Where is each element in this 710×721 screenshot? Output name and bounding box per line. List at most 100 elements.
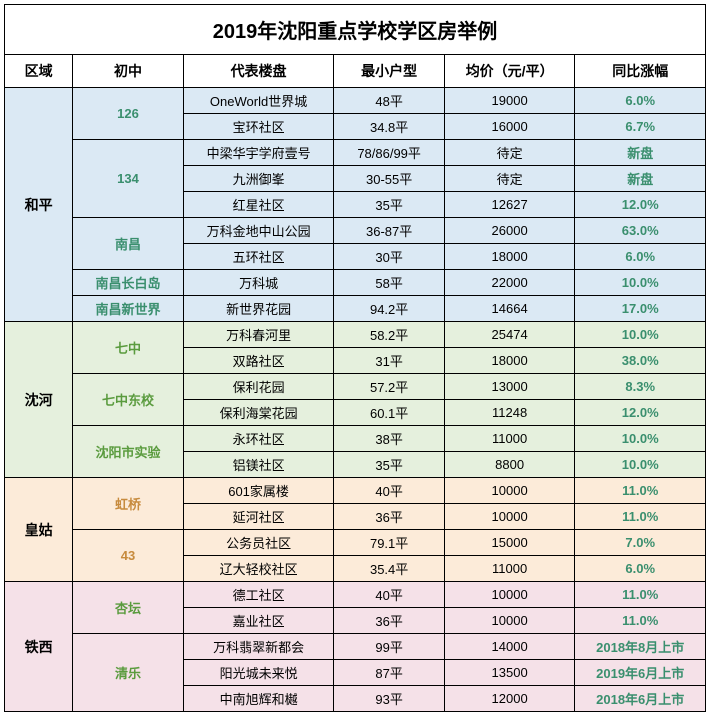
table-row: 沈阳市实验永环社区38平1100010.0%	[5, 426, 706, 452]
table-row: 南昌长白岛万科城58平2200010.0%	[5, 270, 706, 296]
price-cell: 12000	[444, 686, 575, 712]
change-cell: 17.0%	[575, 296, 706, 322]
project-cell: OneWorld世界城	[183, 88, 334, 114]
size-cell: 79.1平	[334, 530, 444, 556]
school-cell: 七中东校	[73, 374, 183, 426]
price-cell: 13500	[444, 660, 575, 686]
change-cell: 2018年6月上市	[575, 686, 706, 712]
price-cell: 19000	[444, 88, 575, 114]
price-cell: 11000	[444, 556, 575, 582]
price-cell: 14000	[444, 634, 575, 660]
size-cell: 35平	[334, 192, 444, 218]
price-cell: 10000	[444, 478, 575, 504]
table-title: 2019年沈阳重点学校学区房举例	[4, 4, 706, 54]
change-cell: 7.0%	[575, 530, 706, 556]
change-cell: 63.0%	[575, 218, 706, 244]
size-cell: 34.8平	[334, 114, 444, 140]
price-cell: 待定	[444, 140, 575, 166]
header-price: 均价（元/平）	[444, 55, 575, 88]
table-row: 和平126OneWorld世界城48平190006.0%	[5, 88, 706, 114]
project-cell: 德工社区	[183, 582, 334, 608]
size-cell: 30-55平	[334, 166, 444, 192]
school-cell: 134	[73, 140, 183, 218]
project-cell: 延河社区	[183, 504, 334, 530]
project-cell: 保利海棠花园	[183, 400, 334, 426]
table-row: 南昌新世界新世界花园94.2平1466417.0%	[5, 296, 706, 322]
change-cell: 10.0%	[575, 322, 706, 348]
change-cell: 新盘	[575, 140, 706, 166]
size-cell: 36-87平	[334, 218, 444, 244]
change-cell: 8.3%	[575, 374, 706, 400]
size-cell: 93平	[334, 686, 444, 712]
school-cell: 南昌	[73, 218, 183, 270]
price-cell: 25474	[444, 322, 575, 348]
price-cell: 待定	[444, 166, 575, 192]
project-cell: 嘉业社区	[183, 608, 334, 634]
header-district: 区域	[5, 55, 73, 88]
table-row: 沈河七中万科春河里58.2平2547410.0%	[5, 322, 706, 348]
table-row: 七中东校保利花园57.2平130008.3%	[5, 374, 706, 400]
project-cell: 双路社区	[183, 348, 334, 374]
table-row: 134中梁华宇学府壹号78/86/99平待定新盘	[5, 140, 706, 166]
change-cell: 2019年6月上市	[575, 660, 706, 686]
project-cell: 中梁华宇学府壹号	[183, 140, 334, 166]
change-cell: 6.7%	[575, 114, 706, 140]
school-cell: 沈阳市实验	[73, 426, 183, 478]
size-cell: 78/86/99平	[334, 140, 444, 166]
change-cell: 12.0%	[575, 192, 706, 218]
project-cell: 万科城	[183, 270, 334, 296]
price-cell: 15000	[444, 530, 575, 556]
size-cell: 35.4平	[334, 556, 444, 582]
price-cell: 10000	[444, 582, 575, 608]
change-cell: 6.0%	[575, 88, 706, 114]
size-cell: 31平	[334, 348, 444, 374]
size-cell: 38平	[334, 426, 444, 452]
price-cell: 22000	[444, 270, 575, 296]
district-cell: 皇姑	[5, 478, 73, 582]
size-cell: 94.2平	[334, 296, 444, 322]
size-cell: 48平	[334, 88, 444, 114]
school-cell: 七中	[73, 322, 183, 374]
size-cell: 36平	[334, 608, 444, 634]
change-cell: 2018年8月上市	[575, 634, 706, 660]
project-cell: 辽大轻校社区	[183, 556, 334, 582]
price-cell: 10000	[444, 608, 575, 634]
change-cell: 10.0%	[575, 426, 706, 452]
project-cell: 宝环社区	[183, 114, 334, 140]
price-cell: 16000	[444, 114, 575, 140]
school-cell: 清乐	[73, 634, 183, 712]
project-cell: 铝镁社区	[183, 452, 334, 478]
project-cell: 万科金地中山公园	[183, 218, 334, 244]
district-cell: 和平	[5, 88, 73, 322]
table-row: 铁西杏坛德工社区40平1000011.0%	[5, 582, 706, 608]
change-cell: 11.0%	[575, 582, 706, 608]
change-cell: 6.0%	[575, 556, 706, 582]
project-cell: 万科春河里	[183, 322, 334, 348]
price-cell: 26000	[444, 218, 575, 244]
size-cell: 40平	[334, 478, 444, 504]
size-cell: 60.1平	[334, 400, 444, 426]
change-cell: 11.0%	[575, 608, 706, 634]
header-row: 区域 初中 代表楼盘 最小户型 均价（元/平） 同比涨幅	[5, 55, 706, 88]
project-cell: 保利花园	[183, 374, 334, 400]
size-cell: 87平	[334, 660, 444, 686]
project-cell: 五环社区	[183, 244, 334, 270]
size-cell: 35平	[334, 452, 444, 478]
change-cell: 10.0%	[575, 270, 706, 296]
table-row: 43公务员社区79.1平150007.0%	[5, 530, 706, 556]
size-cell: 58.2平	[334, 322, 444, 348]
project-cell: 阳光城未来悦	[183, 660, 334, 686]
project-cell: 中南旭辉和樾	[183, 686, 334, 712]
table-row: 清乐万科翡翠新都会99平140002018年8月上市	[5, 634, 706, 660]
school-cell: 南昌新世界	[73, 296, 183, 322]
price-cell: 12627	[444, 192, 575, 218]
header-change: 同比涨幅	[575, 55, 706, 88]
project-cell: 601家属楼	[183, 478, 334, 504]
change-cell: 新盘	[575, 166, 706, 192]
school-cell: 126	[73, 88, 183, 140]
school-cell: 杏坛	[73, 582, 183, 634]
size-cell: 58平	[334, 270, 444, 296]
price-cell: 11000	[444, 426, 575, 452]
price-cell: 8800	[444, 452, 575, 478]
price-cell: 18000	[444, 348, 575, 374]
